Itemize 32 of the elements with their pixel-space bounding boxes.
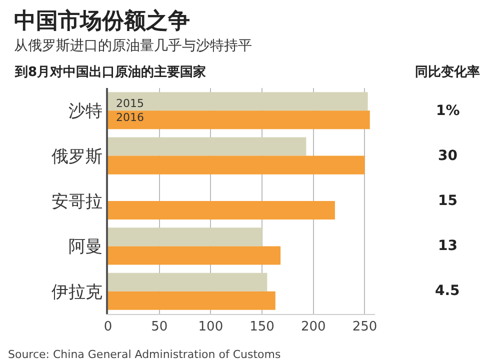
x-tick-label: 150 [250,320,274,335]
y-tick-label: 阿曼 [68,237,103,258]
series-label: 2016 [116,111,144,124]
x-tick-label: 200 [300,320,326,335]
x-tick-label: 50 [151,320,168,335]
x-tick-label: 250 [352,320,378,335]
text: 同比变化率 [415,64,480,80]
bar [108,201,335,220]
bar [108,110,370,130]
text: 到8月对中国出口原油的主要国家 [14,64,206,80]
text: 1% [436,103,460,119]
bar [108,272,268,292]
bar [108,92,368,111]
y-tick-label: 伊拉克 [52,282,103,302]
chart-subtitle: 从俄罗斯进口的原油量几乎与沙特持平 [14,38,252,54]
x-tick-label: 0 [104,320,112,335]
text: 15 [438,193,458,209]
bar [108,156,365,174]
bar [108,137,306,156]
series-label: 2015 [116,97,144,110]
y-tick-label: 沙特 [68,102,103,122]
x-tick-label: 100 [198,320,224,335]
bar [108,246,281,265]
bar [108,291,276,310]
y-tick-label: 安哥拉 [52,192,103,212]
text: 4.5 [435,283,460,299]
text: 13 [438,238,458,254]
source-note: Source: China General Administration of Customs [8,348,281,361]
bar [108,228,262,246]
y-tick-label: 俄罗斯 [52,146,103,167]
chart-title: 中国市场份额之争 [14,8,190,34]
text: 30 [438,148,458,164]
